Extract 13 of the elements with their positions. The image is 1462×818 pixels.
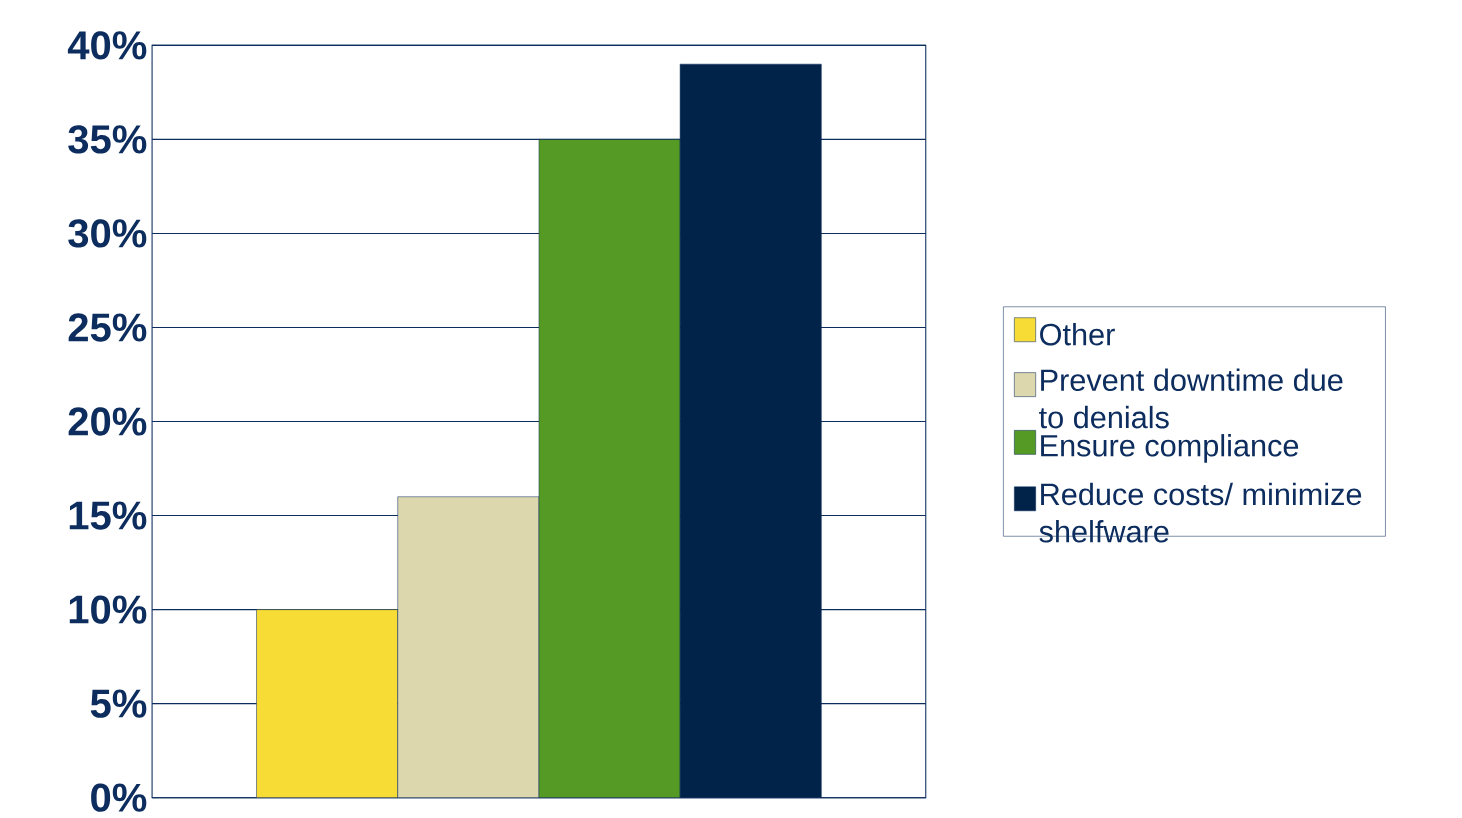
- legend-label: Ensure compliance: [1041, 434, 1299, 463]
- y-tick-label: 40%: [67, 31, 147, 60]
- legend-label: Reduce costs/ minimize shelfware: [1039, 482, 1362, 543]
- y-tick-label: 0%: [91, 783, 147, 813]
- y-tick-label: 25%: [68, 313, 147, 342]
- legend-label: Prevent downtime due to denials: [1039, 368, 1343, 429]
- y-tick-label: 10%: [69, 595, 147, 624]
- y-tick-label: 30%: [68, 219, 147, 248]
- y-tick-label: 20%: [68, 407, 147, 436]
- y-tick-label: 35%: [68, 125, 147, 154]
- legend-label: Other: [1040, 323, 1115, 346]
- y-tick-label: 5%: [90, 689, 147, 718]
- y-tick-label: 15%: [69, 501, 147, 530]
